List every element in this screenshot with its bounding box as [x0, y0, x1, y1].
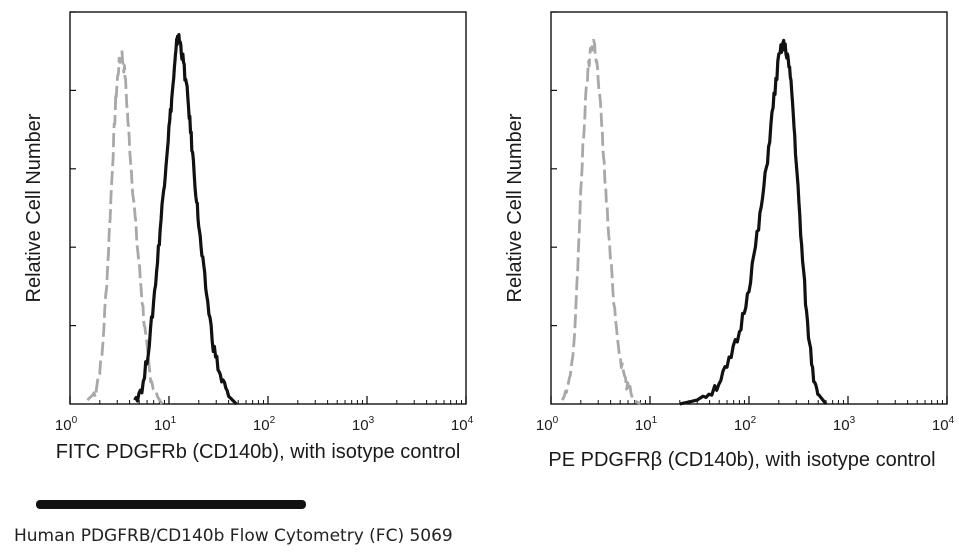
isotype-control-curve [561, 38, 642, 406]
x-tick-label: 101 [154, 415, 177, 434]
redacted-copyright-bar [36, 500, 306, 509]
sample-curve [133, 32, 238, 406]
x-tick-label: 103 [352, 415, 375, 434]
y-axis-label: Relative Cell Number [23, 113, 45, 302]
x-tick-label: 104 [932, 415, 955, 434]
sample-curve [679, 38, 828, 406]
x-tick-label: 100 [55, 415, 78, 434]
x-tick-label: 104 [451, 415, 474, 434]
x-tick-label: 103 [833, 415, 856, 434]
x-axis-label: FITC PDGFRb (CD140b), with isotype contr… [56, 441, 461, 463]
plot-frame [69, 11, 467, 405]
x-tick-label: 101 [635, 415, 658, 434]
isotype-control-curve [86, 50, 164, 405]
y-axis-label: Relative Cell Number [504, 113, 526, 302]
chart-panel-2: 100 101 102 103 104 Relative Cell Number PE PD… [504, 11, 955, 471]
x-tick-label: 102 [253, 415, 276, 434]
x-tick-label: 100 [536, 415, 559, 434]
plot-frame [550, 11, 948, 405]
x-axis-label: PE PDGFRβ (CD140b), with isotype control [548, 449, 935, 471]
x-tick-label: 102 [734, 415, 757, 434]
figure-caption: Human PDGFRB/CD140b Flow Cytometry (FC) … [14, 526, 453, 546]
chart-panel-1: 100 101 102 103 104 Relative Cell Number FITC … [23, 11, 474, 463]
